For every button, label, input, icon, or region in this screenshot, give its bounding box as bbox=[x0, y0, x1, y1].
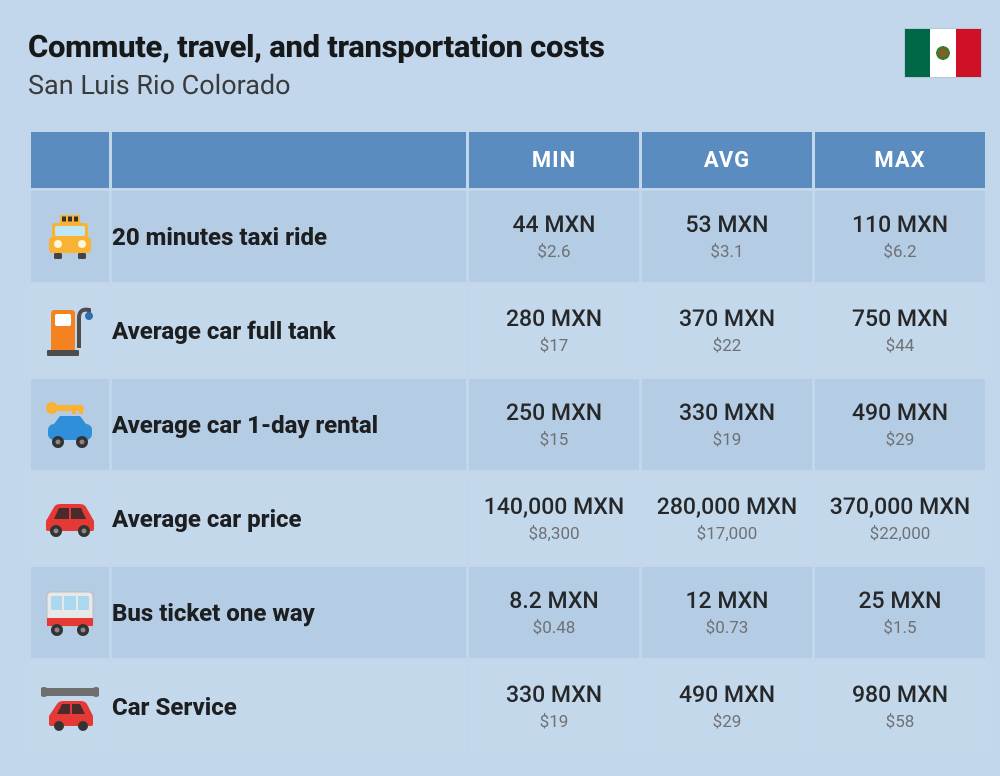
primary-value: 490 MXN bbox=[642, 681, 812, 709]
secondary-value: $17 bbox=[469, 336, 639, 356]
primary-value: 140,000 MXN bbox=[469, 493, 639, 521]
cell-max: 980 MXN $58 bbox=[815, 661, 985, 752]
primary-value: 25 MXN bbox=[815, 587, 985, 615]
row-label: Car Service bbox=[112, 661, 466, 752]
cell-avg: 330 MXN $19 bbox=[642, 379, 812, 470]
secondary-value: $44 bbox=[815, 336, 985, 356]
secondary-value: $6.2 bbox=[815, 242, 985, 262]
cost-table: MIN AVG MAX 20 bbox=[28, 129, 988, 755]
table-header-row: MIN AVG MAX bbox=[31, 132, 985, 188]
secondary-value: $0.73 bbox=[642, 618, 812, 638]
row-icon-cell bbox=[31, 285, 109, 376]
cell-avg: 53 MXN $3.1 bbox=[642, 191, 812, 282]
cell-max: 750 MXN $44 bbox=[815, 285, 985, 376]
secondary-value: $2.6 bbox=[469, 242, 639, 262]
infographic-container: Commute, travel, and transportation cost… bbox=[0, 0, 1000, 773]
title-block: Commute, travel, and transportation cost… bbox=[28, 28, 605, 101]
car-icon bbox=[40, 499, 100, 539]
cell-max: 370,000 MXN $22,000 bbox=[815, 473, 985, 564]
row-label: 20 minutes taxi ride bbox=[112, 191, 466, 282]
row-icon-cell bbox=[31, 661, 109, 752]
cell-avg: 280,000 MXN $17,000 bbox=[642, 473, 812, 564]
secondary-value: $29 bbox=[815, 430, 985, 450]
row-label: Bus ticket one way bbox=[112, 567, 466, 658]
table-row: Average car 1-day rental 250 MXN $15 330… bbox=[31, 379, 985, 470]
primary-value: 750 MXN bbox=[815, 305, 985, 333]
row-label: Average car full tank bbox=[112, 285, 466, 376]
header: Commute, travel, and transportation cost… bbox=[28, 28, 982, 101]
cell-min: 8.2 MXN $0.48 bbox=[469, 567, 639, 658]
bus-icon bbox=[43, 588, 97, 638]
table-row: 20 minutes taxi ride 44 MXN $2.6 53 MXN … bbox=[31, 191, 985, 282]
header-empty-label bbox=[112, 132, 466, 188]
primary-value: 8.2 MXN bbox=[469, 587, 639, 615]
cell-min: 330 MXN $19 bbox=[469, 661, 639, 752]
cell-max: 25 MXN $1.5 bbox=[815, 567, 985, 658]
primary-value: 280,000 MXN bbox=[642, 493, 812, 521]
cell-avg: 370 MXN $22 bbox=[642, 285, 812, 376]
cell-max: 490 MXN $29 bbox=[815, 379, 985, 470]
primary-value: 44 MXN bbox=[469, 211, 639, 239]
secondary-value: $19 bbox=[642, 430, 812, 450]
table-row: Bus ticket one way 8.2 MXN $0.48 12 MXN … bbox=[31, 567, 985, 658]
secondary-value: $58 bbox=[815, 712, 985, 732]
header-max: MAX bbox=[815, 132, 985, 188]
primary-value: 280 MXN bbox=[469, 305, 639, 333]
car-service-icon bbox=[41, 682, 99, 732]
primary-value: 330 MXN bbox=[642, 399, 812, 427]
cell-avg: 12 MXN $0.73 bbox=[642, 567, 812, 658]
secondary-value: $22 bbox=[642, 336, 812, 356]
row-label: Average car price bbox=[112, 473, 466, 564]
row-icon-cell bbox=[31, 473, 109, 564]
primary-value: 53 MXN bbox=[642, 211, 812, 239]
car-rental-icon bbox=[42, 400, 98, 450]
page-title: Commute, travel, and transportation cost… bbox=[28, 28, 605, 65]
table-row: Average car price 140,000 MXN $8,300 280… bbox=[31, 473, 985, 564]
primary-value: 250 MXN bbox=[469, 399, 639, 427]
secondary-value: $22,000 bbox=[815, 524, 985, 544]
primary-value: 370,000 MXN bbox=[815, 493, 985, 521]
secondary-value: $19 bbox=[469, 712, 639, 732]
cell-min: 250 MXN $15 bbox=[469, 379, 639, 470]
secondary-value: $17,000 bbox=[642, 524, 812, 544]
primary-value: 110 MXN bbox=[815, 211, 985, 239]
secondary-value: $15 bbox=[469, 430, 639, 450]
primary-value: 330 MXN bbox=[469, 681, 639, 709]
primary-value: 490 MXN bbox=[815, 399, 985, 427]
header-min: MIN bbox=[469, 132, 639, 188]
primary-value: 370 MXN bbox=[642, 305, 812, 333]
cell-min: 44 MXN $2.6 bbox=[469, 191, 639, 282]
row-icon-cell bbox=[31, 379, 109, 470]
row-label: Average car 1-day rental bbox=[112, 379, 466, 470]
cell-avg: 490 MXN $29 bbox=[642, 661, 812, 752]
row-icon-cell bbox=[31, 567, 109, 658]
table-row: Car Service 330 MXN $19 490 MXN $29 980 … bbox=[31, 661, 985, 752]
taxi-icon bbox=[44, 213, 96, 261]
primary-value: 12 MXN bbox=[642, 587, 812, 615]
cell-min: 280 MXN $17 bbox=[469, 285, 639, 376]
primary-value: 980 MXN bbox=[815, 681, 985, 709]
header-avg: AVG bbox=[642, 132, 812, 188]
mexico-flag-icon bbox=[904, 28, 982, 78]
page-subtitle: San Luis Rio Colorado bbox=[28, 69, 605, 101]
secondary-value: $0.48 bbox=[469, 618, 639, 638]
cell-min: 140,000 MXN $8,300 bbox=[469, 473, 639, 564]
secondary-value: $8,300 bbox=[469, 524, 639, 544]
secondary-value: $1.5 bbox=[815, 618, 985, 638]
secondary-value: $29 bbox=[642, 712, 812, 732]
header-empty-icon bbox=[31, 132, 109, 188]
cell-max: 110 MXN $6.2 bbox=[815, 191, 985, 282]
fuel-pump-icon bbox=[45, 304, 95, 358]
table-row: Average car full tank 280 MXN $17 370 MX… bbox=[31, 285, 985, 376]
row-icon-cell bbox=[31, 191, 109, 282]
secondary-value: $3.1 bbox=[642, 242, 812, 262]
